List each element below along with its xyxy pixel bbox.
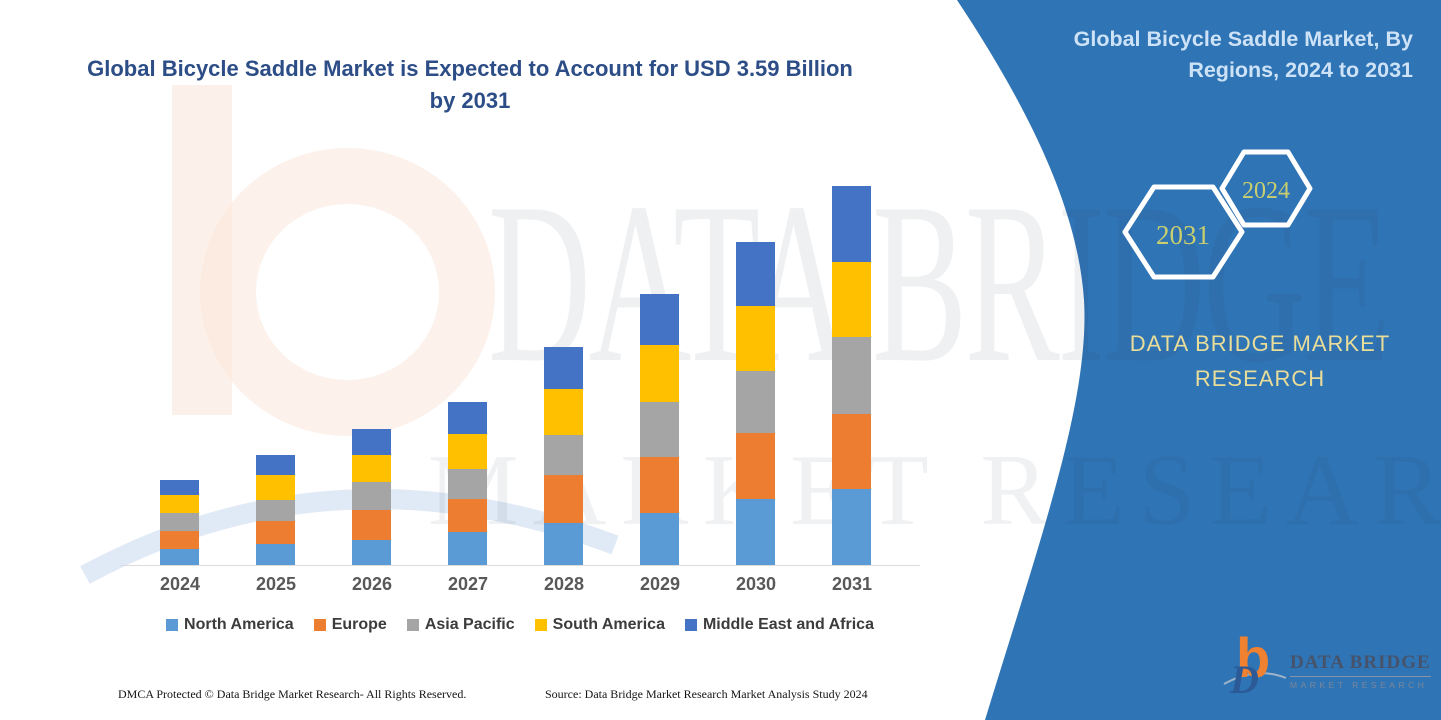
hexagon-graphic: 2031 2024 <box>1122 149 1313 280</box>
ghost-logo-swoosh <box>80 489 619 584</box>
logo-swoosh-icon <box>1223 672 1287 685</box>
bar-2025-segment-asia-pacific <box>256 499 295 521</box>
legend-label-europe: Europe <box>331 616 387 633</box>
bar-2027-segment-europe <box>448 498 487 533</box>
bar-2030-segment-middle-east-and-africa <box>736 241 775 307</box>
side-panel-title: Global Bicycle Saddle Market, By Regions… <box>1073 27 1413 82</box>
bar-2029-segment-asia-pacific <box>640 402 679 458</box>
bar-2024-segment-europe <box>160 531 199 550</box>
bar-2030-segment-north-america <box>736 498 775 565</box>
bar-2031-segment-south-america <box>832 261 871 337</box>
bar-2031-segment-asia-pacific <box>832 336 871 414</box>
x-tick-label-2028: 2028 <box>543 574 585 594</box>
bar-2029-segment-south-america <box>640 345 679 403</box>
legend-swatch-south-america <box>534 619 547 631</box>
bar-2025-segment-north-america <box>256 543 295 565</box>
legend-label-middle-east-and-africa: Middle East and Africa <box>702 616 874 633</box>
brand-line1: DATA BRIDGE MARKET <box>1129 331 1391 356</box>
legend: North America Europe Asia Pacific South Ame… <box>120 616 920 634</box>
logo-company-name: DATA BRIDGE <box>1290 652 1431 677</box>
bar-2029-segment-middle-east-and-africa <box>640 293 679 346</box>
bar-2029-segment-europe <box>640 457 679 514</box>
hexagon-2024 <box>1219 149 1313 228</box>
bar-2026-segment-middle-east-and-africa <box>352 428 391 456</box>
bar-2026-segment-europe <box>352 510 391 540</box>
legend-item-north-america: North America <box>166 616 294 634</box>
bar-2025-segment-south-america <box>256 475 295 500</box>
brand-wordmark: DATA BRIDGE MARKET RESEARCH <box>1105 326 1415 396</box>
bar-2028-segment-europe <box>544 475 583 523</box>
bar-2026-segment-asia-pacific <box>352 481 391 511</box>
bar-2025-segment-middle-east-and-africa <box>256 455 295 476</box>
source-note: Source: Data Bridge Market Research Mark… <box>545 687 868 701</box>
bar-2024-segment-asia-pacific <box>160 513 199 532</box>
x-tick-label-2029: 2029 <box>639 574 681 594</box>
legend-item-middle-east-and-africa: Middle East and Africa <box>684 616 874 634</box>
bar-2024-segment-middle-east-and-africa <box>160 480 199 496</box>
x-tick-label-2031: 2031 <box>831 574 873 594</box>
x-tick-label-2025: 2025 <box>255 574 297 594</box>
bar-2027-segment-asia-pacific <box>448 468 487 499</box>
bar-2029-segment-north-america <box>640 513 679 565</box>
bar-2025 <box>256 455 295 565</box>
legend-item-europe: Europe <box>313 616 387 634</box>
plot-area <box>120 180 920 566</box>
legend-item-south-america: South America <box>534 616 665 634</box>
chart-title: Global Bicycle Saddle Market is Expected… <box>87 56 853 113</box>
bar-2025-segment-europe <box>256 520 295 544</box>
x-tick-label-2024: 2024 <box>159 574 201 594</box>
bar-2026-segment-south-america <box>352 455 391 482</box>
company-logo: b D DATA BRIDGE MARKET RESEARCH <box>1222 630 1440 706</box>
bar-2027-segment-north-america <box>448 532 487 565</box>
bar-2024 <box>160 480 199 565</box>
x-tick-label-2030: 2030 <box>735 574 777 594</box>
x-tick-label-2026: 2026 <box>351 574 393 594</box>
bar-2024-segment-north-america <box>160 549 199 565</box>
dmca-notice: DMCA Protected © Data Bridge Market Rese… <box>118 687 467 701</box>
bar-2031-segment-north-america <box>832 489 871 565</box>
bar-2026-segment-north-america <box>352 539 391 565</box>
legend-label-north-america: North America <box>184 616 294 633</box>
bar-2028 <box>544 346 583 565</box>
legend-swatch-middle-east-and-africa <box>684 619 697 631</box>
legend-label-south-america: South America <box>552 616 665 633</box>
legend-swatch-north-america <box>166 619 179 631</box>
legend-label-asia-pacific: Asia Pacific <box>424 616 515 633</box>
bar-2028-segment-south-america <box>544 388 583 436</box>
bar-2027-segment-south-america <box>448 434 487 469</box>
bar-2031-segment-europe <box>832 414 871 489</box>
bar-2031 <box>832 185 871 565</box>
bar-2027 <box>448 402 487 565</box>
bar-2030-segment-europe <box>736 433 775 499</box>
bar-2030-segment-south-america <box>736 306 775 371</box>
hexagon-2031-label: 2031 <box>1156 220 1210 250</box>
bar-2031-segment-middle-east-and-africa <box>832 185 871 262</box>
x-tick-label-2027: 2027 <box>447 574 489 594</box>
bar-2024-segment-south-america <box>160 495 199 514</box>
bar-2027-segment-middle-east-and-africa <box>448 402 487 435</box>
legend-item-asia-pacific: Asia Pacific <box>406 616 515 634</box>
logo-b-icon: b <box>1236 626 1271 689</box>
bar-2028-segment-asia-pacific <box>544 435 583 476</box>
bar-2029 <box>640 293 679 565</box>
bar-2030 <box>736 241 775 565</box>
logo-tagline: MARKET RESEARCH <box>1290 680 1428 690</box>
bar-2028-segment-north-america <box>544 522 583 565</box>
hexagon-2024-label: 2024 <box>1242 178 1290 204</box>
x-axis-labels: 2024 2025 2026 2027 2028 2029 2030 2031 <box>120 574 920 596</box>
hexagon-2031 <box>1122 184 1245 280</box>
bar-2030-segment-asia-pacific <box>736 370 775 433</box>
legend-swatch-europe <box>313 619 326 631</box>
legend-swatch-asia-pacific <box>406 619 419 631</box>
brand-line2: RESEARCH <box>1194 366 1326 391</box>
logo-d-icon: D <box>1230 657 1259 702</box>
bar-2026 <box>352 428 391 565</box>
bar-2028-segment-middle-east-and-africa <box>544 346 583 389</box>
